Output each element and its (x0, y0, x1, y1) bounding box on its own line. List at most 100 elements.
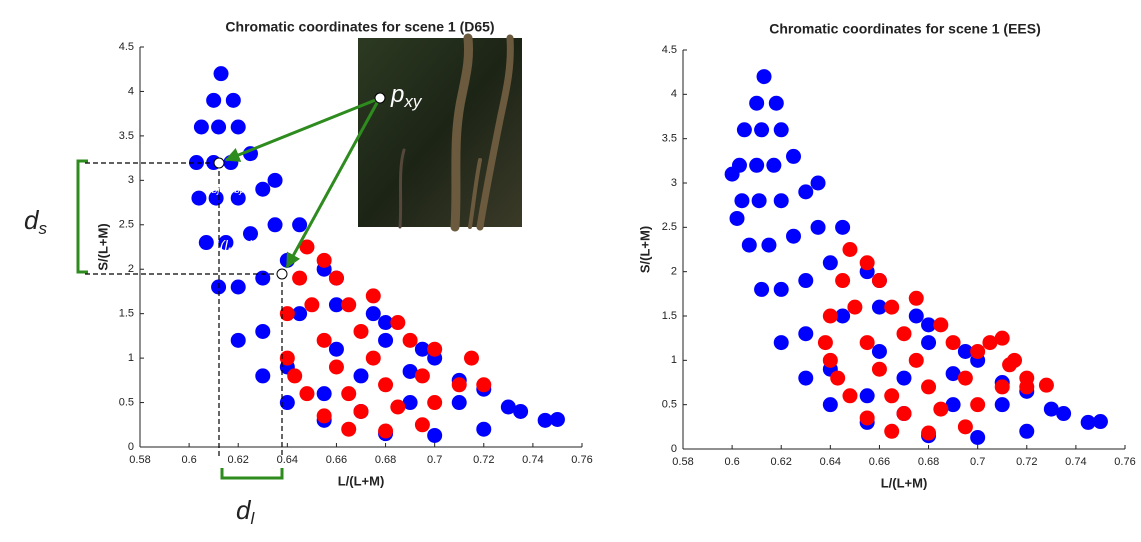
chart: Chromatic coordinates for scene 1 (D65) L… (95, 19, 592, 489)
scatter-point (871, 343, 887, 359)
scatter-point (798, 273, 814, 289)
scatter-point (729, 210, 745, 226)
scatter-point (218, 235, 234, 251)
scatter-point (994, 330, 1010, 346)
y-tick-label: 4 (671, 88, 677, 100)
label-part: , s (231, 237, 246, 253)
scatter-point (754, 281, 770, 297)
x-tick-label: 0.6 (724, 456, 739, 468)
scatter-point (945, 397, 961, 413)
scatter-point (859, 335, 875, 351)
scatter-point (884, 423, 900, 439)
point-marker (276, 268, 288, 280)
scatter-point (316, 386, 332, 402)
scatter-point (970, 429, 986, 445)
x-tick-label: 0.68 (918, 456, 939, 468)
y-axis-label: S/(L+M) (95, 223, 110, 270)
scatter-point (341, 297, 357, 313)
scatter-point (427, 341, 443, 357)
scatter-point (842, 388, 858, 404)
pxy-label: pxy (390, 81, 423, 111)
x-tick-label: 0.72 (473, 454, 494, 466)
scatter-point (225, 92, 241, 108)
scatter-point (402, 363, 418, 379)
scatter-point (191, 190, 207, 206)
scatter-point (734, 193, 750, 209)
scatter-point (427, 427, 443, 443)
scatter-point (402, 395, 418, 411)
scatter-point (773, 281, 789, 297)
scatter-point (842, 242, 858, 257)
scatter-point (299, 239, 315, 255)
scatter-point (208, 190, 224, 206)
scatter-point (328, 341, 344, 357)
brackets (76, 159, 284, 480)
scatter-point (230, 332, 246, 348)
scatter-point (198, 235, 214, 251)
scatter-point (353, 368, 369, 384)
chart-title: Chromatic coordinates for scene 1 (EES) (769, 21, 1041, 37)
y-tick-label: 0 (671, 443, 677, 455)
scatter-point (822, 308, 838, 324)
bracket (220, 468, 284, 480)
scatter-point (230, 190, 246, 206)
scatter-point (945, 335, 961, 351)
scatter-point (945, 366, 961, 382)
scatter-point (822, 352, 838, 368)
x-tick-label: 0.7 (970, 456, 985, 468)
scatter-point (378, 315, 394, 331)
scatter-point (859, 410, 875, 426)
scatter-point (390, 315, 406, 331)
scatter-point (957, 370, 973, 386)
dl-label: dl (236, 495, 255, 529)
scatter-point (243, 226, 258, 242)
scatter-point (1092, 414, 1108, 430)
x-tick-label: 0.72 (1016, 456, 1037, 468)
scatter-point (255, 368, 271, 384)
scatter-point (768, 95, 784, 111)
scatter-point (513, 403, 529, 419)
x-tick-label: 0.64 (820, 456, 841, 468)
point-marker (213, 157, 225, 169)
scatter-point (982, 335, 998, 351)
x-tick-label: 0.6 (181, 454, 196, 466)
x-tick-label: 0.74 (1065, 456, 1086, 468)
scatter-point (378, 423, 394, 439)
ds-main: d (24, 205, 40, 235)
scatter-point (835, 308, 851, 324)
scatter-point (255, 270, 271, 286)
x-tick-label: 0.76 (571, 454, 592, 466)
scatter-point (206, 92, 222, 108)
scatter-point (835, 219, 851, 235)
scatter-point (798, 326, 814, 342)
x-tick-label: 0.74 (522, 454, 543, 466)
scatter-point (933, 317, 949, 333)
scatter-point (328, 359, 344, 375)
scatter-point (896, 406, 912, 422)
scatter-point (378, 332, 394, 348)
x-tick-label: 0.66 (869, 456, 890, 468)
scatter-point (749, 157, 765, 173)
scatter-point (970, 397, 986, 413)
chart-title: Chromatic coordinates for scene 1 (D65) (225, 19, 494, 35)
scatter-point (549, 411, 565, 427)
scatter-point (341, 421, 357, 437)
scatter-point (292, 217, 308, 233)
bracket (76, 159, 88, 274)
scatter-point (365, 306, 381, 322)
data-points (724, 69, 1108, 445)
scatter-point (786, 148, 801, 164)
scatter-point (933, 401, 949, 417)
scatter-point (292, 306, 308, 322)
x-tick-label: 0.62 (771, 456, 792, 468)
scatter-point (1043, 401, 1059, 417)
scatter-point (741, 237, 757, 253)
scatter-point (279, 350, 295, 366)
scatter-point (188, 155, 204, 171)
scatter-point (871, 273, 887, 289)
scatter-point (279, 395, 295, 411)
y-tick-label: 4.5 (119, 41, 134, 53)
scatter-point (365, 350, 381, 366)
scatter-point (476, 377, 492, 393)
